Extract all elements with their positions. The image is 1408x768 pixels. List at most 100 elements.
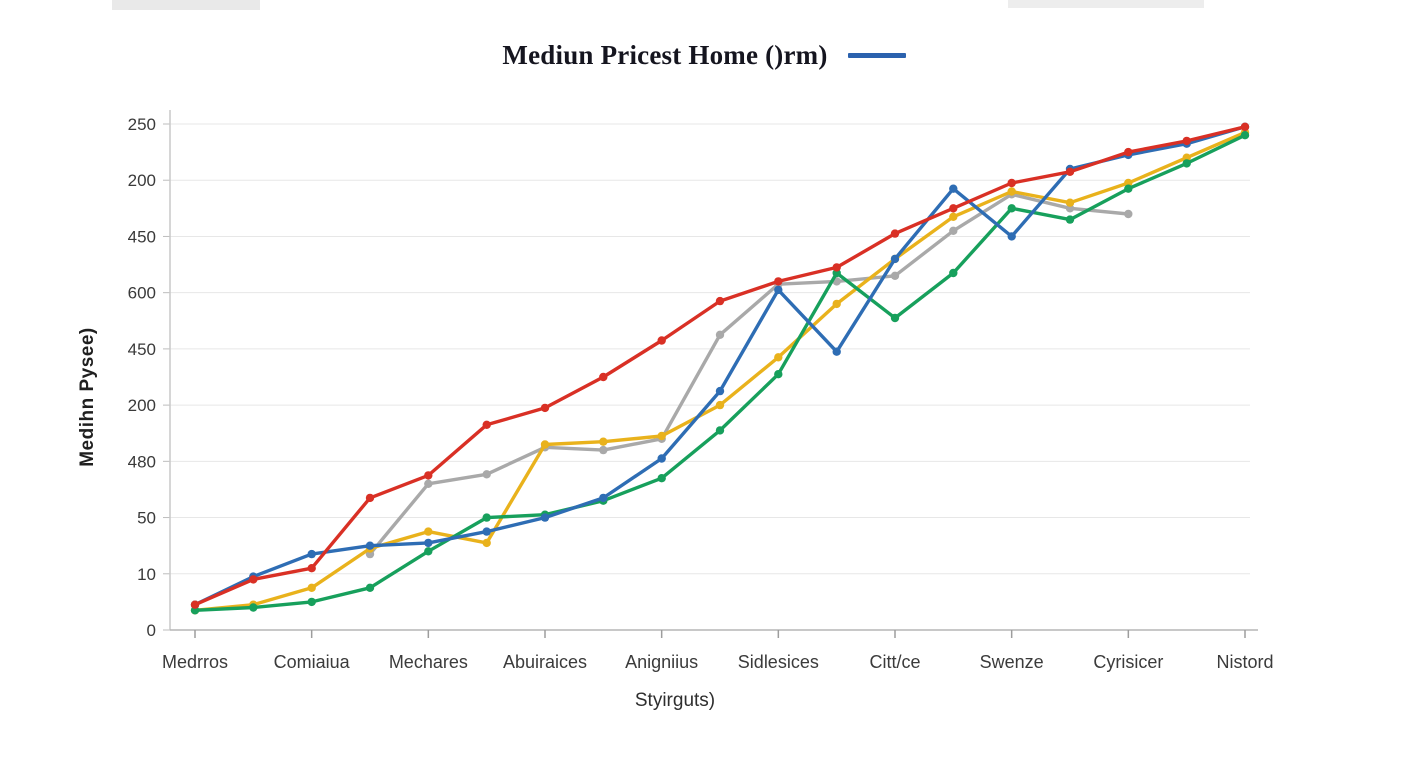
- data-point-blue: [482, 527, 491, 536]
- data-point-red: [774, 277, 783, 286]
- series-line-green: [193, 133, 1247, 612]
- data-point-green: [307, 597, 316, 607]
- data-point-red: [949, 204, 958, 213]
- data-point-red: [424, 471, 433, 480]
- data-point-blue: [365, 541, 375, 550]
- x-tick-label: Cyrisicer: [1093, 652, 1163, 672]
- data-point-blue: [715, 386, 725, 396]
- series-line-yellow: [193, 130, 1247, 612]
- data-point-red: [832, 263, 841, 272]
- cropped-ui-artifact-left: [112, 0, 260, 10]
- data-point-green: [482, 513, 491, 522]
- x-tick-label: Medrros: [162, 652, 228, 672]
- data-point-green: [1182, 159, 1191, 168]
- data-point-green: [424, 547, 433, 556]
- data-point-blue: [890, 254, 900, 264]
- data-point-blue: [540, 513, 550, 522]
- data-point-gray: [890, 271, 900, 280]
- y-tick-labels: 0 10 50 480 200 450 600 450 200 250: [128, 115, 156, 640]
- x-tick-labels: Medrros Comiaiua Mechares Abuiraices Anignii…: [162, 630, 1274, 672]
- data-point-green: [715, 426, 725, 435]
- cropped-ui-artifact-right: [1008, 0, 1204, 8]
- data-point-green: [249, 603, 258, 612]
- data-point-red: [657, 336, 666, 345]
- data-point-gray: [715, 330, 725, 339]
- data-point-yellow: [307, 583, 316, 592]
- gridlines: [170, 123, 1250, 575]
- data-point-yellow: [832, 299, 841, 309]
- data-point-green: [1124, 184, 1133, 193]
- data-point-green: [1065, 215, 1075, 224]
- data-point-gray: [424, 479, 433, 488]
- data-point-red: [540, 403, 550, 413]
- x-tick-label: Anigniius: [625, 652, 698, 672]
- data-point-yellow: [657, 431, 666, 441]
- data-point-blue: [774, 285, 783, 295]
- x-tick-label: Swenze: [980, 652, 1044, 672]
- series-green: [190, 131, 1250, 615]
- data-point-red: [249, 575, 258, 584]
- data-point-green: [890, 313, 900, 323]
- data-point-green: [365, 583, 375, 592]
- x-tick-label: Comiaiua: [274, 652, 351, 672]
- data-point-yellow: [482, 538, 491, 548]
- data-point-red: [715, 296, 725, 306]
- y-tick-label: 200: [128, 171, 156, 190]
- series-red: [190, 122, 1250, 609]
- x-tick-label: Nistord: [1216, 652, 1273, 672]
- data-point-blue: [832, 347, 841, 356]
- chart-title: Mediun Pricest Home ()rm): [502, 40, 828, 70]
- x-tick-label: Abuiraices: [503, 652, 587, 672]
- data-point-red: [1240, 122, 1250, 131]
- x-axis-title: Styirguts): [634, 690, 716, 711]
- data-point-yellow: [1065, 198, 1075, 207]
- data-point-green: [949, 268, 958, 278]
- y-tick-label: 450: [128, 340, 156, 359]
- data-point-yellow: [1007, 187, 1016, 196]
- data-point-yellow: [424, 527, 433, 536]
- data-point-blue: [599, 493, 608, 503]
- data-point-green: [657, 474, 666, 483]
- data-point-green: [774, 370, 783, 379]
- data-point-red: [890, 229, 900, 238]
- y-tick-label: 450: [128, 227, 156, 246]
- data-point-blue: [1007, 232, 1016, 241]
- axis-ticks: [163, 123, 170, 631]
- x-tick-label: Mechares: [389, 652, 468, 672]
- y-tick-label: 0: [147, 621, 156, 640]
- data-point-yellow: [949, 212, 958, 221]
- data-point-red: [365, 493, 375, 503]
- series-gray: [365, 190, 1133, 559]
- data-point-green: [1007, 204, 1016, 213]
- data-point-red: [1182, 136, 1191, 146]
- data-point-gray: [599, 445, 608, 455]
- data-point-red: [599, 372, 608, 382]
- data-point-green: [1240, 131, 1250, 140]
- data-point-yellow: [715, 400, 725, 410]
- data-point-yellow: [774, 353, 783, 362]
- data-point-blue: [424, 538, 433, 548]
- data-point-red: [482, 420, 491, 429]
- y-tick-label: 50: [137, 509, 156, 528]
- data-point-blue: [657, 454, 666, 463]
- legend-line-swatch: [847, 53, 906, 58]
- series-line-gray: [368, 192, 1131, 556]
- data-point-gray: [1124, 209, 1133, 219]
- data-point-red: [307, 564, 316, 573]
- data-point-yellow: [540, 440, 550, 449]
- y-tick-label: 250: [128, 115, 156, 134]
- y-tick-label: 200: [128, 396, 156, 415]
- data-point-red: [1007, 178, 1016, 188]
- title-row: Mediun Pricest Home ()rm): [0, 40, 1408, 71]
- data-point-blue: [949, 184, 958, 193]
- y-tick-label: 10: [137, 565, 156, 584]
- data-point-yellow: [599, 437, 608, 446]
- data-point-red: [190, 600, 200, 609]
- data-point-red: [1065, 167, 1075, 176]
- data-point-gray: [949, 226, 958, 235]
- y-tick-label: 480: [128, 452, 156, 471]
- data-point-gray: [482, 470, 491, 479]
- data-point-red: [1124, 147, 1133, 157]
